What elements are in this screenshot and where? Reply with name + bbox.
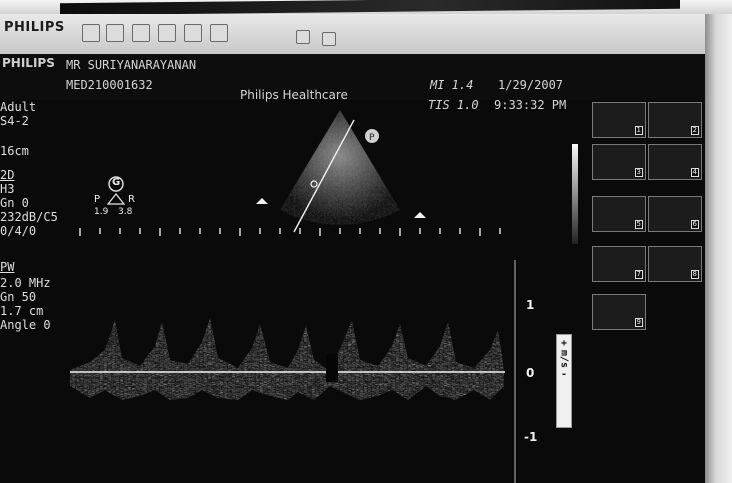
- thumbnail[interactable]: 4: [648, 144, 702, 180]
- mode-pw-label: PW: [0, 260, 15, 274]
- thumbnail[interactable]: 9: [592, 294, 646, 330]
- header-brand: PHILIPS: [2, 56, 55, 70]
- toolbar-brand: PHILIPS: [4, 20, 65, 35]
- toolbar: PHILIPS: [0, 14, 705, 56]
- orientation-right: R: [128, 194, 135, 205]
- orientation-left: P: [94, 194, 101, 205]
- velocity-unit: m/s: [558, 350, 570, 369]
- thumbnail[interactable]: 1: [592, 102, 646, 138]
- cursor-icon[interactable]: [322, 32, 336, 46]
- thumbnail[interactable]: 3: [592, 144, 646, 180]
- zoom-icon[interactable]: [158, 24, 176, 42]
- thumbnail[interactable]: 5: [592, 196, 646, 232]
- gain-label: Gn 0: [0, 196, 29, 210]
- thumbnail[interactable]: 2: [648, 102, 702, 138]
- ultrasound-screen: PHILIPS PHILIPS MR SURIYANARAYANAN MED21…: [0, 14, 705, 483]
- mi-value: MI 1.4: [430, 78, 474, 92]
- scale-label-pos: 1: [526, 298, 535, 312]
- save-icon[interactable]: [106, 24, 124, 42]
- mode-2d-label: 2D: [0, 168, 15, 182]
- orientation-right-val: 3.8: [118, 207, 133, 217]
- header-band: PHILIPS MR SURIYANARAYANAN MED210001632 …: [0, 54, 705, 112]
- exam-time: 9:33:32 PM: [494, 98, 567, 112]
- depth-label: 16cm: [0, 144, 29, 158]
- print-icon[interactable]: [132, 24, 150, 42]
- depth-ruler: [79, 228, 501, 236]
- doppler-spectrum: [70, 260, 516, 483]
- sector-image: P: [256, 110, 426, 233]
- monitor-bezel-top: [0, 0, 732, 16]
- svg-text:P: P: [369, 133, 375, 143]
- scale-label-neg: -1: [524, 430, 538, 444]
- thumbnail[interactable]: 8: [648, 246, 702, 282]
- search-icon[interactable]: [184, 24, 202, 42]
- harmonics-label: H3: [0, 182, 15, 196]
- orientation-letter: G: [112, 177, 121, 188]
- tis-value: TIS 1.0: [428, 98, 479, 112]
- thumbnail-panel: 1 2 3 4 5 6 7 8 9: [590, 98, 705, 358]
- settings-icon[interactable]: [210, 24, 228, 42]
- exam-date: 1/29/2007: [498, 78, 564, 92]
- pw-gain-label: Gn 50: [0, 290, 37, 304]
- frequency-label: 2.0 MHz: [0, 276, 51, 290]
- orientation-icon: [106, 176, 126, 205]
- return-icon[interactable]: [82, 24, 100, 42]
- orientation-marker: G P R 1.9 3.8: [92, 174, 142, 220]
- window-titlebar: [60, 0, 680, 16]
- monitor-bezel-right: [705, 14, 732, 483]
- orientation-left-val: 1.9: [94, 207, 109, 217]
- thumbnail[interactable]: 7: [592, 246, 646, 282]
- angle-label: Angle 0: [0, 318, 51, 332]
- power-label: 232dB/C5: [0, 210, 58, 224]
- patient-id: MED210001632: [66, 78, 153, 92]
- probe-label: S4-2: [0, 114, 29, 128]
- persist-label: 0/4/0: [0, 224, 37, 238]
- institution-name: Philips Healthcare: [240, 88, 348, 102]
- velocity-unit-box: + m/s -: [556, 334, 572, 428]
- gray-scale-bar: [572, 144, 578, 244]
- patient-name: MR SURIYANARAYANAN: [66, 58, 197, 72]
- thumbnail[interactable]: 6: [648, 196, 702, 232]
- scale-label-zero: 0: [526, 366, 535, 380]
- gate-label: 1.7 cm: [0, 304, 44, 318]
- preset-label: Adult: [0, 100, 37, 114]
- measure-icon[interactable]: [296, 30, 310, 44]
